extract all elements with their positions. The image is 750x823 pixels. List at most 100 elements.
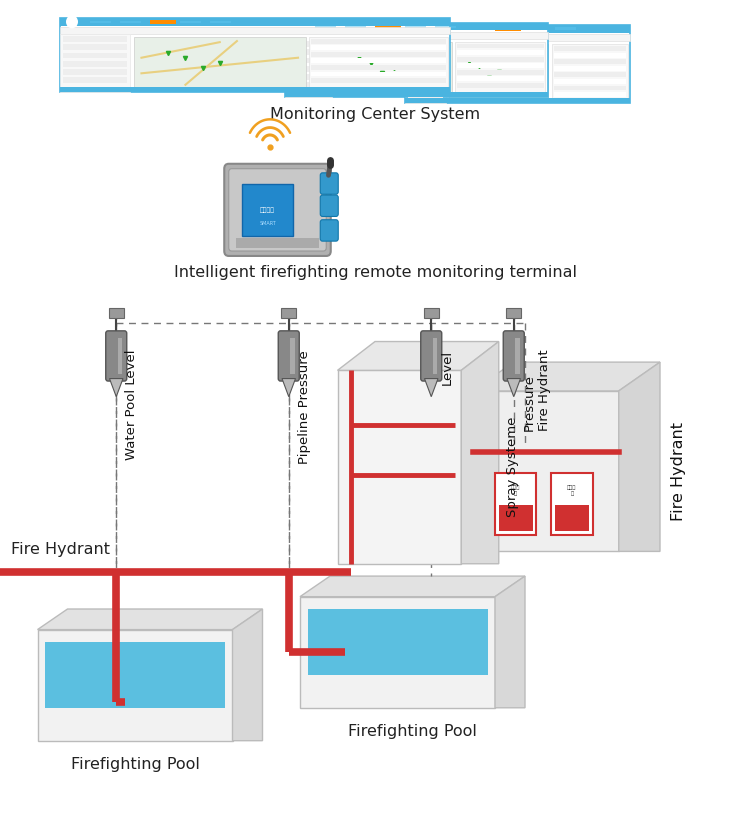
Text: 智慧消防: 智慧消防 <box>260 207 275 212</box>
FancyBboxPatch shape <box>320 173 338 194</box>
Bar <box>310 58 446 63</box>
Bar <box>288 66 329 72</box>
Bar <box>408 68 442 74</box>
Bar <box>180 21 201 23</box>
Text: Firefighting Pool: Firefighting Pool <box>70 757 200 772</box>
Bar <box>109 308 124 318</box>
Bar <box>408 52 442 58</box>
Polygon shape <box>424 379 438 397</box>
FancyBboxPatch shape <box>421 331 442 381</box>
Bar <box>457 50 544 55</box>
Bar <box>150 20 176 24</box>
Bar <box>457 70 544 75</box>
Bar <box>449 44 548 100</box>
Bar <box>506 308 521 318</box>
Bar <box>281 308 296 318</box>
Bar <box>310 65 446 70</box>
Bar <box>336 42 452 94</box>
Circle shape <box>411 22 423 35</box>
Bar <box>338 370 461 564</box>
Text: Fire Hydrant: Fire Hydrant <box>11 542 110 557</box>
Bar <box>424 308 439 318</box>
Text: Spray Systeme: Spray Systeme <box>506 417 519 517</box>
Text: Fire Hydrant: Fire Hydrant <box>671 421 686 521</box>
Bar <box>551 473 592 535</box>
Bar <box>472 391 619 551</box>
FancyBboxPatch shape <box>503 331 524 381</box>
Bar <box>63 77 128 83</box>
Bar <box>433 338 437 374</box>
Bar <box>290 338 295 374</box>
Bar <box>457 44 544 49</box>
Bar <box>90 21 111 23</box>
Bar <box>118 338 122 374</box>
Bar <box>60 87 450 92</box>
Bar <box>499 504 532 531</box>
FancyBboxPatch shape <box>320 195 338 216</box>
Text: Pipeline Pressure: Pipeline Pressure <box>298 350 310 463</box>
Bar <box>210 21 231 23</box>
Bar <box>435 27 456 30</box>
Bar <box>457 63 544 68</box>
Bar <box>63 36 128 42</box>
Bar <box>405 25 630 33</box>
Text: Level: Level <box>440 350 453 385</box>
Bar <box>457 57 544 62</box>
Bar <box>242 184 293 236</box>
Bar <box>465 27 486 30</box>
Bar <box>288 82 329 88</box>
Polygon shape <box>507 379 520 397</box>
Text: 消火栓
箱: 消火栓 箱 <box>511 485 520 496</box>
Bar <box>288 41 329 47</box>
Bar <box>285 23 548 97</box>
Polygon shape <box>232 609 262 741</box>
Bar <box>60 18 450 26</box>
Bar <box>285 23 548 30</box>
Bar <box>63 53 128 58</box>
Bar <box>315 26 336 28</box>
Bar <box>405 25 630 103</box>
Bar <box>405 26 426 28</box>
Bar <box>310 78 446 83</box>
Bar <box>405 41 445 103</box>
Bar <box>134 37 305 89</box>
Bar <box>408 93 442 99</box>
Circle shape <box>66 16 78 28</box>
Bar <box>554 66 626 71</box>
Bar <box>554 79 626 84</box>
Bar <box>457 83 544 88</box>
Polygon shape <box>338 342 499 370</box>
Bar <box>408 60 442 66</box>
Polygon shape <box>110 379 123 397</box>
Bar <box>285 92 548 97</box>
Bar <box>285 39 332 97</box>
Bar <box>285 32 548 39</box>
Bar <box>408 44 442 49</box>
FancyBboxPatch shape <box>224 164 331 256</box>
Polygon shape <box>38 609 262 630</box>
FancyBboxPatch shape <box>229 169 326 251</box>
Bar <box>310 52 446 57</box>
Text: Firefighting Pool: Firefighting Pool <box>348 724 477 739</box>
Polygon shape <box>472 362 660 391</box>
Bar <box>552 44 628 100</box>
Bar <box>554 86 626 91</box>
Bar <box>288 49 329 55</box>
Bar <box>60 34 130 92</box>
FancyBboxPatch shape <box>278 331 299 381</box>
Text: SMART: SMART <box>260 221 276 226</box>
Bar <box>554 92 626 97</box>
Bar <box>495 473 536 535</box>
Bar <box>308 609 488 675</box>
Polygon shape <box>300 576 525 597</box>
FancyBboxPatch shape <box>320 220 338 241</box>
Bar <box>288 58 329 63</box>
Bar <box>515 338 520 374</box>
Bar <box>405 98 630 103</box>
Bar <box>120 21 141 23</box>
Polygon shape <box>619 362 660 551</box>
Text: Monitoring Center System: Monitoring Center System <box>270 107 480 122</box>
Bar <box>457 77 544 81</box>
Text: Intelligent firefighting remote monitoring terminal: Intelligent firefighting remote monitori… <box>173 265 577 280</box>
Bar <box>288 74 329 80</box>
